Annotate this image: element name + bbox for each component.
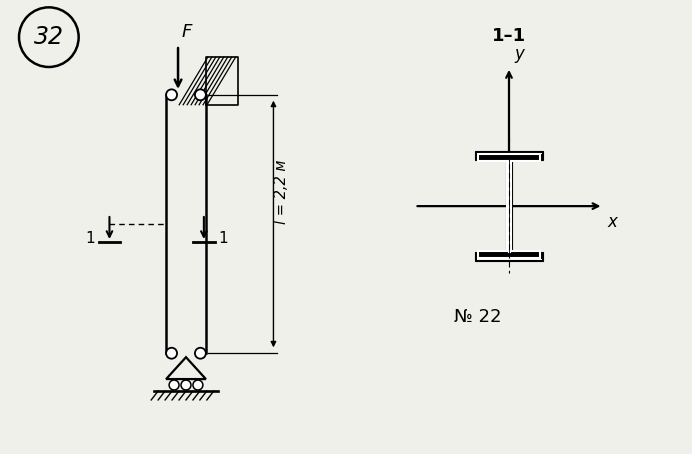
Text: 1–1: 1–1 <box>492 27 526 45</box>
Circle shape <box>166 89 177 100</box>
Circle shape <box>193 380 203 390</box>
Circle shape <box>166 348 177 359</box>
Polygon shape <box>475 152 543 261</box>
Circle shape <box>195 348 206 359</box>
Text: x: x <box>608 213 617 231</box>
Text: y: y <box>514 45 524 63</box>
Text: № 22: № 22 <box>455 309 502 326</box>
Text: F: F <box>182 23 192 41</box>
Text: 1: 1 <box>219 232 228 247</box>
Text: l = 2,2 м: l = 2,2 м <box>274 160 289 224</box>
Text: 32: 32 <box>34 25 64 49</box>
Text: 1: 1 <box>85 232 95 247</box>
Circle shape <box>181 380 191 390</box>
Circle shape <box>169 380 179 390</box>
Circle shape <box>195 89 206 100</box>
